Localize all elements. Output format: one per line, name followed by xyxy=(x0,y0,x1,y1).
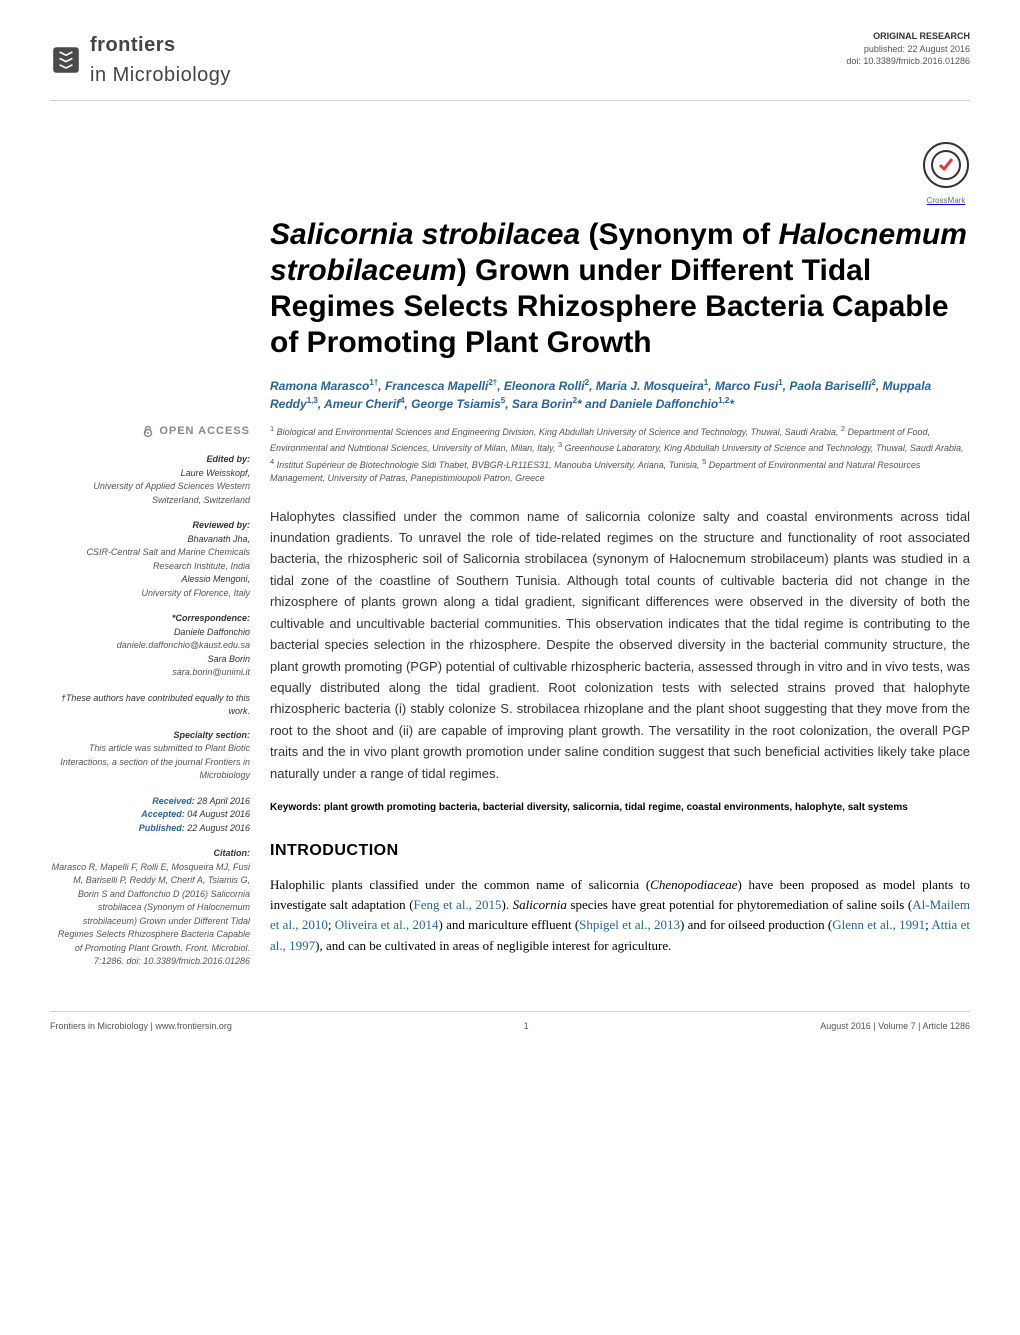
editor-affil: University of Applied Sciences Western S… xyxy=(50,480,250,507)
crossmark-block: CrossMark xyxy=(50,141,970,207)
accepted-date: 04 August 2016 xyxy=(185,809,250,819)
crossmark-icon xyxy=(922,141,970,189)
correspondence-label: *Correspondence: xyxy=(50,612,250,626)
dates-block: Received: 28 April 2016 Accepted: 04 Aug… xyxy=(50,795,250,836)
received-label: Received: xyxy=(152,796,195,806)
citation-block: Citation: Marasco R, Mapelli F, Rolli E,… xyxy=(50,847,250,969)
keywords-text: plant growth promoting bacteria, bacteri… xyxy=(321,802,908,813)
reviewed-by-label: Reviewed by: xyxy=(50,519,250,533)
crossmark-label: CrossMark xyxy=(922,195,970,207)
footer-site-link[interactable]: www.frontiersin.org xyxy=(155,1021,232,1031)
reviewer-1-name: Bhavanath Jha, xyxy=(50,533,250,547)
frontiers-icon xyxy=(50,44,82,76)
corr-1-name: Daniele Daffonchio xyxy=(50,626,250,640)
published-date-top: published: 22 August 2016 xyxy=(846,43,970,56)
affiliations: 1 Biological and Environmental Sciences … xyxy=(270,423,970,486)
crossmark-link[interactable]: CrossMark xyxy=(50,177,970,207)
open-access-badge: OPEN ACCESS xyxy=(50,423,250,440)
page-header: frontiers in Microbiology ORIGINAL RESEA… xyxy=(50,30,970,101)
intro-paragraph: Halophilic plants classified under the c… xyxy=(270,875,970,956)
page-footer: Frontiers in Microbiology | www.frontier… xyxy=(50,1011,970,1034)
open-access-text: OPEN ACCESS xyxy=(159,425,250,437)
published-label: Published: xyxy=(139,823,185,833)
accepted-label: Accepted: xyxy=(141,809,185,819)
corr-2-email: sara.borin@unimi.it xyxy=(50,666,250,680)
footer-left: Frontiers in Microbiology | www.frontier… xyxy=(50,1020,232,1034)
journal-name-bottom: in Microbiology xyxy=(90,60,231,90)
equal-contribution-note: †These authors have contributed equally … xyxy=(50,692,250,719)
article-type: ORIGINAL RESEARCH xyxy=(846,30,970,43)
main-column: 1 Biological and Environmental Sciences … xyxy=(270,423,970,981)
footer-page-number: 1 xyxy=(524,1020,529,1034)
author-list: Ramona Marasco1†, Francesca Mapelli2†, E… xyxy=(270,377,970,413)
specialty-text: This article was submitted to Plant Biot… xyxy=(50,742,250,783)
keywords-label: Keywords: xyxy=(270,802,321,813)
reviewer-2-name: Alessio Mengoni, xyxy=(50,573,250,587)
published-row: Published: 22 August 2016 xyxy=(50,822,250,836)
reviewed-by-block: Reviewed by: Bhavanath Jha, CSIR-Central… xyxy=(50,519,250,600)
citation-label: Citation: xyxy=(50,847,250,861)
accepted-row: Accepted: 04 August 2016 xyxy=(50,808,250,822)
published-date: 22 August 2016 xyxy=(185,823,250,833)
section-heading-introduction: INTRODUCTION xyxy=(270,839,970,863)
received-date: 28 April 2016 xyxy=(195,796,250,806)
footer-issue: August 2016 | Volume 7 | Article 1286 xyxy=(820,1020,970,1034)
journal-name-top: frontiers xyxy=(90,30,231,60)
article-title: Salicornia strobilacea (Synonym of Haloc… xyxy=(270,217,970,361)
reviewer-1-affil: CSIR-Central Salt and Marine Chemicals R… xyxy=(50,546,250,573)
sidebar: OPEN ACCESS Edited by: Laure Weisskopf, … xyxy=(50,423,250,981)
journal-name: frontiers in Microbiology xyxy=(90,30,231,90)
specialty-label: Specialty section: xyxy=(50,729,250,743)
footer-issue-link[interactable]: August 2016 | Volume 7 | Article 1286 xyxy=(820,1021,970,1031)
corr-1-email: daniele.daffonchio@kaust.edu.sa xyxy=(50,639,250,653)
article-meta: ORIGINAL RESEARCH published: 22 August 2… xyxy=(846,30,970,68)
open-access-icon xyxy=(141,424,155,438)
reviewer-2-affil: University of Florence, Italy xyxy=(50,587,250,601)
title-italic-1: Salicornia strobilacea xyxy=(270,218,580,251)
specialty-block: Specialty section: This article was subm… xyxy=(50,729,250,783)
correspondence-block: *Correspondence: Daniele Daffonchio dani… xyxy=(50,612,250,680)
title-mid: (Synonym of xyxy=(580,218,778,251)
received-row: Received: 28 April 2016 xyxy=(50,795,250,809)
citation-text: Marasco R, Mapelli F, Rolli E, Mosqueira… xyxy=(50,861,250,969)
journal-logo: frontiers in Microbiology xyxy=(50,30,231,90)
footer-journal-link[interactable]: Frontiers in Microbiology xyxy=(50,1021,148,1031)
edited-by-label: Edited by: xyxy=(50,453,250,467)
editor-name: Laure Weisskopf, xyxy=(50,467,250,481)
abstract: Halophytes classified under the common n… xyxy=(270,506,970,785)
edited-by-block: Edited by: Laure Weisskopf, University o… xyxy=(50,453,250,507)
corr-2-name: Sara Borin xyxy=(50,653,250,667)
keywords-line: Keywords: plant growth promoting bacteri… xyxy=(270,800,970,815)
doi-link[interactable]: doi: 10.3389/fmicb.2016.01286 xyxy=(846,56,970,66)
two-column-layout: OPEN ACCESS Edited by: Laure Weisskopf, … xyxy=(50,423,970,981)
